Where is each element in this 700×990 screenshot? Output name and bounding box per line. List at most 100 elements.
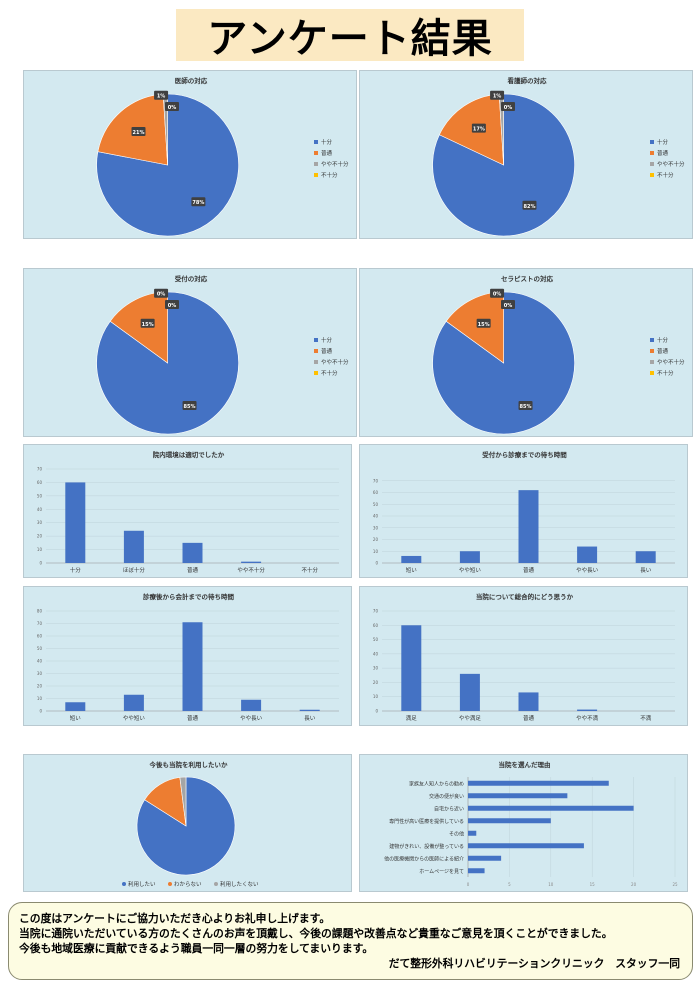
x-tick-label: 長い <box>304 715 316 722</box>
pie-data-label: 21% <box>133 130 145 136</box>
pie-data-label: 85% <box>520 404 532 410</box>
y-tick-label: 0 <box>375 709 378 714</box>
y-tick-label: 60 <box>373 623 379 628</box>
y-category-label: 専門性が高い医療を提供している <box>389 818 464 825</box>
x-tick-label: 短い <box>406 566 418 574</box>
pie-label-box <box>165 101 180 111</box>
legend-label: 普通 <box>321 347 333 355</box>
y-category-label: 交通の便が良い <box>429 793 464 800</box>
y-tick-label: 70 <box>37 467 43 472</box>
y-tick-label: 10 <box>373 694 379 699</box>
legend-label: 普通 <box>321 149 333 157</box>
bar <box>468 868 485 874</box>
chart-title: 診療後から会計までの待ち時間 <box>143 592 235 601</box>
pie-data-label: 1% <box>493 94 502 100</box>
bar-chart-overall: 当院について総合的にどう思うか 0 10 20 30 40 50 60 70 満足 やや満足 普通 やや… <box>373 592 675 722</box>
x-tick-label: やや長い <box>576 566 599 574</box>
chart-title: 看護師の対応 <box>508 76 548 85</box>
pie-label-box <box>518 401 533 411</box>
pie-label-box <box>471 123 486 133</box>
y-tick-label: 30 <box>373 525 379 530</box>
y-tick-label: 0 <box>375 561 378 566</box>
pie-label-box <box>140 318 155 328</box>
legend-label: 利用したくない <box>220 880 259 888</box>
pie-data-label: 0% <box>493 292 502 298</box>
message-signature: だて整形外科リハビリテーションクリニック スタッフ一同 <box>388 957 680 970</box>
pie-data-label: 15% <box>478 322 490 328</box>
bar <box>459 673 480 711</box>
x-tick-label: 10 <box>548 882 554 887</box>
legend-label: 不十分 <box>321 171 338 179</box>
bar <box>468 830 477 836</box>
legend-label: わからない <box>174 881 202 888</box>
pie-label-box <box>490 90 505 100</box>
x-tick-label: 普通 <box>523 714 535 722</box>
legend-label: やや不十分 <box>657 358 685 366</box>
legend-swatch <box>650 140 654 144</box>
y-category-label: 自宅から近い <box>434 805 464 812</box>
y-tick-label: 10 <box>37 696 43 701</box>
chart-title: 医師の対応 <box>175 76 208 85</box>
legend-label: 不十分 <box>657 369 674 377</box>
y-tick-label: 20 <box>373 680 379 685</box>
bar <box>518 692 539 711</box>
bar <box>468 780 609 786</box>
message-line-1: この度はアンケートにご協力いただき心よりお礼申し上げます。 <box>19 912 331 925</box>
x-tick-label: 短い <box>70 714 82 722</box>
pie-label-box <box>522 200 537 210</box>
pie-panel-doctor: 医師の対応 78% 21% 1% 0% 十分 普通 やや不十分 不十分 <box>23 70 357 239</box>
pie-label-box <box>154 288 169 298</box>
legend-swatch <box>214 882 218 886</box>
pie-label-box <box>501 299 516 309</box>
y-tick-label: 30 <box>37 520 43 525</box>
legend-swatch <box>314 371 318 375</box>
bar-chart-environment: 院内環境は適切でしたか 0 10 20 30 40 50 60 70 十分 ほぼ十分 普通 やや不十分 不… <box>37 450 339 574</box>
x-tick-label: 20 <box>631 882 637 887</box>
legend-swatch <box>650 173 654 177</box>
message-line-2: 当院に通院いただいている方のたくさんのお声を頂戴し、今後の課題や改善点など貴重な… <box>19 927 613 940</box>
y-tick-label: 10 <box>37 547 43 552</box>
pie-panel-reuse: 今後も当院を利用したいか 利用したい わからない 利用したくない <box>23 754 352 892</box>
x-tick-label: 普通 <box>187 714 199 722</box>
y-tick-label: 70 <box>373 609 379 614</box>
y-category-label: 建物がきれい、設備が整っている <box>389 843 464 850</box>
legend-swatch <box>650 349 654 353</box>
x-tick-label: やや不満 <box>576 714 599 722</box>
y-tick-label: 60 <box>37 634 43 639</box>
pie-label-box <box>490 288 505 298</box>
y-tick-label: 20 <box>373 537 379 542</box>
bar <box>123 694 144 711</box>
pie-data-label: 17% <box>473 127 485 133</box>
x-tick-label: ほぼ十分 <box>123 566 146 574</box>
y-tick-label: 0 <box>39 561 42 566</box>
pie-label-box <box>154 90 169 100</box>
bar <box>459 551 480 563</box>
legend-label: 十分 <box>321 336 333 344</box>
y-tick-label: 70 <box>37 621 43 626</box>
y-category-label: 他の医療機関からの医師による紹介 <box>384 855 464 862</box>
legend-swatch <box>314 151 318 155</box>
chart-title: 当院について総合的にどう思うか <box>476 592 574 601</box>
pie-label-box <box>501 101 516 111</box>
bar <box>468 818 551 824</box>
pie-label-box <box>165 299 180 309</box>
legend-swatch <box>314 338 318 342</box>
page-title-box: アンケート結果 <box>176 9 524 62</box>
x-tick-label: やや短い <box>123 714 146 722</box>
y-tick-label: 50 <box>373 502 379 507</box>
y-tick-label: 50 <box>373 637 379 642</box>
x-tick-label: やや満足 <box>459 714 482 722</box>
y-tick-label: 30 <box>37 671 43 676</box>
y-category-label: 家族友人知人からの勧め <box>409 780 464 787</box>
bar <box>468 793 568 799</box>
legend-swatch <box>314 140 318 144</box>
chart-title: 今後も当院を利用したいか <box>150 760 229 769</box>
legend-swatch <box>650 371 654 375</box>
bar <box>401 625 422 711</box>
bar <box>65 702 86 711</box>
x-tick-label: 普通 <box>187 566 199 574</box>
chart-title: 受付から診療までの待ち時間 <box>482 450 567 459</box>
